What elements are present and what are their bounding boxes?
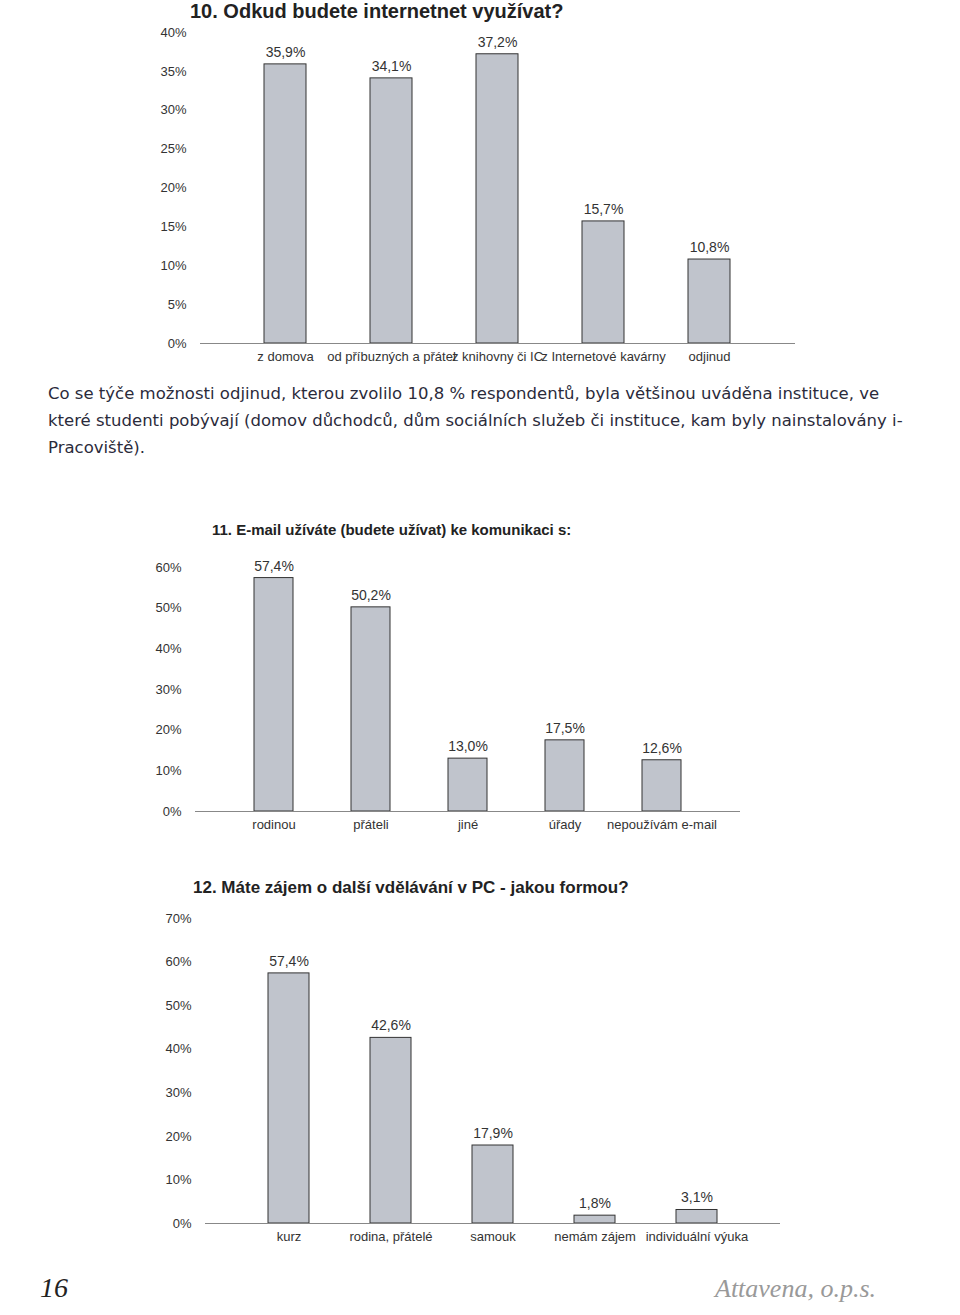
svg-text:60%: 60%	[155, 560, 181, 575]
svg-text:35%: 35%	[160, 64, 186, 79]
svg-text:z domova: z domova	[257, 349, 314, 364]
svg-text:12,6%: 12,6%	[642, 740, 682, 756]
svg-text:1,8%: 1,8%	[579, 1195, 611, 1211]
svg-text:rodina, přátelé: rodina, přátelé	[349, 1229, 432, 1244]
svg-text:10%: 10%	[160, 258, 186, 273]
svg-text:odjinud: odjinud	[689, 349, 731, 364]
svg-text:34,1%: 34,1%	[372, 58, 412, 74]
svg-text:40%: 40%	[155, 641, 181, 656]
svg-text:20%: 20%	[160, 180, 186, 195]
svg-text:jiné: jiné	[457, 817, 478, 832]
svg-text:17,9%: 17,9%	[473, 1125, 513, 1141]
svg-text:přáteli: přáteli	[353, 817, 389, 832]
svg-text:nepoužívám e-mail: nepoužívám e-mail	[607, 817, 717, 832]
svg-text:15,7%: 15,7%	[584, 201, 624, 217]
svg-text:20%: 20%	[155, 722, 181, 737]
html-text:16: 16	[40, 1272, 68, 1303]
svg-text:50%: 50%	[165, 998, 191, 1013]
svg-text:rodinou: rodinou	[252, 817, 295, 832]
svg-text:42,6%: 42,6%	[371, 1017, 411, 1033]
svg-text:17,5%: 17,5%	[545, 720, 585, 736]
svg-text:13,0%: 13,0%	[448, 738, 488, 754]
svg-text:60%: 60%	[165, 954, 191, 969]
svg-text:5%: 5%	[168, 297, 187, 312]
svg-text:15%: 15%	[160, 219, 186, 234]
svg-text:0%: 0%	[163, 804, 182, 819]
svg-text:z knihovny či IC: z knihovny či IC	[452, 349, 543, 364]
svg-text:0%: 0%	[173, 1216, 192, 1231]
svg-text:individuální výuka: individuální výuka	[646, 1229, 749, 1244]
svg-text:30%: 30%	[160, 102, 186, 117]
svg-text:od příbuzných a přátel: od příbuzných a přátel	[327, 349, 456, 364]
svg-text:10%: 10%	[165, 1172, 191, 1187]
svg-text:25%: 25%	[160, 141, 186, 156]
html-text:10. Odkud budete internetnet v: 10. Odkud budete internetnet využívat?	[190, 0, 564, 22]
html-text:Attavena, o.p.s.: Attavena, o.p.s.	[715, 1274, 876, 1303]
svg-text:40%: 40%	[160, 25, 186, 40]
svg-text:40%: 40%	[165, 1041, 191, 1056]
svg-text:30%: 30%	[165, 1085, 191, 1100]
svg-text:57,4%: 57,4%	[269, 953, 309, 969]
svg-text:30%: 30%	[155, 682, 181, 697]
html-text:Co se týče možnosti odjinud, k: Co se týče možnosti odjinud, kterou zvol…	[48, 384, 903, 457]
svg-text:kurz: kurz	[277, 1229, 302, 1244]
svg-text:úřady: úřady	[549, 817, 582, 832]
svg-text:35,9%: 35,9%	[266, 44, 306, 60]
svg-text:nemám zájem: nemám zájem	[554, 1229, 636, 1244]
svg-text:10%: 10%	[155, 763, 181, 778]
svg-text:70%: 70%	[165, 911, 191, 926]
svg-text:z Internetové kavárny: z Internetové kavárny	[541, 349, 666, 364]
svg-text:samouk: samouk	[470, 1229, 516, 1244]
svg-text:50,2%: 50,2%	[351, 587, 391, 603]
svg-text:20%: 20%	[165, 1129, 191, 1144]
svg-text:10,8%: 10,8%	[690, 239, 730, 255]
svg-text:37,2%: 37,2%	[478, 34, 518, 50]
svg-text:3,1%: 3,1%	[681, 1189, 713, 1205]
html-text:11. E-mail užíváte (budete uží: 11. E-mail užíváte (budete užívat) ke ko…	[212, 521, 572, 538]
svg-text:57,4%: 57,4%	[254, 558, 294, 574]
svg-text:0%: 0%	[168, 336, 187, 351]
svg-text:50%: 50%	[155, 600, 181, 615]
html-text:12. Máte zájem o další vdělává: 12. Máte zájem o další vdělávání v PC - …	[193, 878, 629, 897]
